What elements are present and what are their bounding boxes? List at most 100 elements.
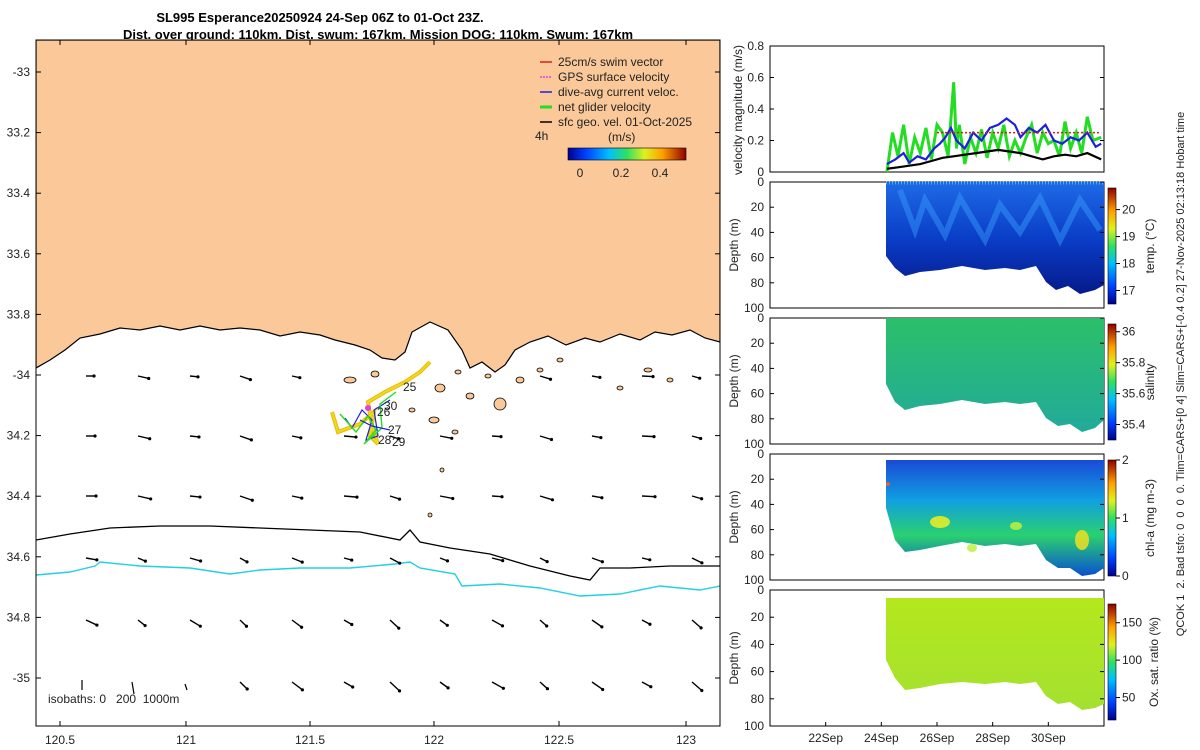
geo-vector-arrow [591, 619, 603, 628]
land-mass [36, 40, 720, 373]
chla-colorbar [1107, 459, 1117, 577]
map-x-axis: 120.5 121 121.5 122 122.5 123 [45, 40, 696, 747]
map-xtick-label: 121 [176, 733, 196, 747]
geo-vector-arrow [239, 681, 248, 690]
temp-cbar-tick: 20 [1122, 203, 1136, 217]
geostrophic-vectors [85, 374, 704, 693]
salinity-ylabel: Depth (m) [727, 354, 741, 407]
day-label-28: 28 [378, 433, 392, 447]
geo-vector-arrow [137, 495, 151, 500]
geo-vector-arrow [343, 495, 358, 498]
velocity-ytick: 0.2 [747, 134, 764, 148]
speed-colorbar [567, 147, 687, 161]
chla-section [886, 460, 1104, 576]
temp-ytick: 40 [751, 225, 765, 239]
temp-ytick: 60 [751, 251, 765, 265]
velocity-ytick: 0.8 [747, 39, 764, 53]
geo-vector-arrow [439, 495, 453, 500]
geo-vector-arrow [641, 681, 652, 688]
oxygen-ytick: 20 [751, 610, 765, 624]
salinity-panel: 0 20 40 60 80 100 Depth (m) 35.4 35.6 35.8 36 sa… [727, 311, 1157, 451]
map-ytick-label: -34 [13, 368, 31, 382]
geo-vector-arrow [591, 557, 603, 563]
chla-panel: 0 20 40 60 80 100 Depth (m) 0 1 2 chl-a (mg m-3… [727, 447, 1157, 587]
geo-vector-arrow [539, 435, 552, 441]
map-ytick-label: 33.8 [7, 307, 31, 321]
salinity-cbar-tick: 36 [1122, 325, 1136, 339]
series-dive [886, 117, 1102, 166]
day-label-29: 29 [392, 435, 406, 449]
map-ytick-label: -33 [13, 65, 31, 79]
chla-ytick: 40 [751, 497, 765, 511]
salinity-ytick: 20 [751, 336, 765, 350]
geo-vector-arrow [137, 435, 150, 440]
salinity-colorbar [1107, 323, 1117, 441]
geo-vector-arrow [291, 619, 303, 628]
oxygen-section [886, 598, 1104, 710]
map-y-axis: -33 33.2 33.4 33.6 33.8 -34 34.2 34.4 34.6 34.8 -3… [7, 65, 720, 685]
velocity-ytick: 0.6 [747, 71, 764, 85]
geo-vector-arrow [389, 495, 400, 500]
geo-vector-arrow [389, 681, 400, 692]
geo-vector-arrow [239, 495, 253, 501]
map-title-line2: Dist. over ground: 110km. Dist. swum: 16… [123, 27, 633, 42]
temp-ytick: 20 [751, 200, 765, 214]
salinity-cbar-tick: 35.6 [1122, 387, 1146, 401]
velocity-ytick: 0.4 [747, 102, 764, 116]
chla-ytick: 100 [744, 573, 764, 587]
geo-vector-arrow [641, 375, 654, 378]
oxygen-ytick: 0 [757, 583, 764, 597]
temp-ytick: 100 [744, 301, 764, 315]
chla-ylabel: Depth (m) [727, 490, 741, 543]
oxygen-colorbar-label: Ox. sat. ratio (%) [1147, 617, 1161, 707]
glider-track [330, 360, 432, 446]
cbar-tick-2: 0.4 [652, 166, 669, 180]
velocity-panel: 0.8 0.6 0.4 0.2 0 velocity magnitude (m/s) [731, 39, 1105, 179]
geo-vector-arrow [85, 557, 97, 561]
oxygen-ytick: 60 [751, 665, 765, 679]
geo-vector-arrow [539, 495, 553, 501]
map-ytick-label: 34.8 [7, 610, 31, 624]
day-label-26: 26 [377, 405, 391, 419]
geo-vector-arrow [137, 375, 149, 380]
temp-colorbar-label: temp. (°C) [1143, 219, 1157, 274]
legend-swim: 25cm/s swim vector [558, 55, 663, 69]
oxygen-ylabel: Depth (m) [727, 631, 741, 684]
geo-vector-arrow [343, 435, 357, 438]
geo-vector-arrow [691, 619, 702, 629]
salinity-colorbar-label: salinity [1143, 364, 1157, 401]
temp-section [886, 182, 1104, 294]
map-ytick-label: 34.4 [7, 489, 31, 503]
map-ytick-label: 33.4 [7, 186, 31, 200]
geo-vector-arrow [291, 557, 303, 563]
salinity-ytick: 60 [751, 387, 765, 401]
map-xtick-label: 120.5 [45, 733, 75, 747]
time-xtick-label: 26Sep [920, 731, 955, 745]
isobath-200m [36, 525, 720, 581]
chla-blooms [886, 482, 1089, 552]
time-xtick-label: 22Sep [808, 731, 843, 745]
chla-ytick: 0 [757, 447, 764, 461]
temp-panel: 0 20 40 60 80 100 Depth (m) 17 18 19 20 temp. (°… [727, 175, 1157, 315]
day-label-27: 27 [388, 423, 402, 437]
map-ytick-label: -35 [13, 671, 31, 685]
geo-vector-arrow [491, 681, 504, 689]
salinity-cbar-tick: 35.8 [1122, 356, 1146, 370]
geo-vector-arrow [439, 435, 452, 439]
temp-cbar-tick: 19 [1122, 230, 1136, 244]
geo-vector-arrow [691, 557, 703, 564]
salinity-ytick: 100 [744, 437, 764, 451]
geo-vector-arrow [491, 619, 503, 627]
oxygen-colorbar [1107, 603, 1117, 721]
oxygen-cbar-tick: 100 [1122, 653, 1142, 667]
legend-dive: dive-avg current veloc. [558, 85, 679, 99]
map-panel: 25 30 26 27 28 29 isobaths: 0 200 1000m [36, 40, 720, 726]
cbar-tick-1: 0.2 [613, 166, 630, 180]
velocity-ytick: 0 [757, 165, 764, 179]
temp-ytick: 0 [757, 175, 764, 189]
map-xtick-label: 123 [676, 733, 696, 747]
interval-label: 4h [535, 129, 548, 143]
salinity-ytick: 40 [751, 361, 765, 375]
map-legend: 25cm/s swim vector GPS surface velocity … [535, 55, 692, 180]
